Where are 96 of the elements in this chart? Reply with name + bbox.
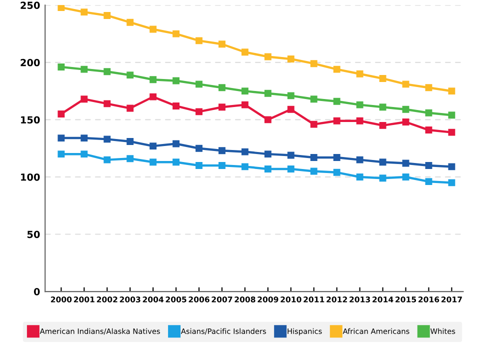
point — [218, 104, 226, 111]
y-tick-label: 100 — [21, 173, 40, 181]
point — [287, 56, 294, 62]
point — [104, 100, 111, 108]
y-tick-label: 150 — [21, 116, 40, 124]
point — [196, 108, 202, 116]
point — [80, 134, 88, 142]
point — [333, 66, 340, 73]
point — [425, 162, 432, 170]
point — [218, 147, 226, 154]
point — [196, 80, 202, 88]
point — [402, 80, 410, 88]
point — [241, 48, 248, 56]
point — [287, 165, 294, 172]
point — [58, 150, 65, 158]
point — [379, 158, 386, 166]
point — [379, 122, 386, 129]
point — [241, 148, 248, 156]
point — [425, 126, 432, 134]
point — [379, 174, 386, 182]
point — [356, 70, 364, 78]
point — [402, 174, 410, 180]
point — [172, 158, 180, 166]
point — [333, 117, 340, 124]
point — [172, 77, 180, 84]
point — [241, 101, 248, 108]
point — [241, 163, 248, 170]
point — [264, 150, 272, 158]
point — [264, 165, 272, 172]
point — [310, 120, 318, 128]
point — [310, 60, 318, 68]
point — [379, 104, 386, 111]
point — [126, 104, 134, 112]
point — [58, 64, 65, 70]
point — [356, 174, 364, 180]
point — [150, 93, 157, 100]
point — [448, 88, 456, 95]
point — [104, 136, 111, 143]
point — [80, 150, 88, 158]
point — [287, 92, 294, 100]
point — [310, 154, 318, 161]
point — [287, 106, 294, 113]
y-tick-label: 200 — [20, 58, 40, 66]
point — [80, 96, 88, 103]
point — [356, 117, 364, 124]
point — [126, 138, 134, 145]
point — [425, 109, 432, 116]
point — [80, 66, 88, 73]
point — [402, 106, 410, 113]
point — [379, 75, 386, 82]
point — [150, 158, 157, 166]
point — [448, 112, 456, 119]
point — [150, 76, 157, 84]
point — [264, 53, 272, 60]
point — [241, 88, 248, 95]
point — [126, 72, 134, 79]
point — [425, 178, 432, 186]
point — [126, 155, 134, 162]
point — [196, 162, 202, 170]
point — [104, 12, 111, 19]
point — [448, 179, 456, 186]
point — [104, 68, 111, 76]
point — [104, 156, 111, 164]
point — [150, 26, 157, 33]
point — [264, 116, 272, 124]
point — [172, 140, 180, 148]
point — [80, 8, 88, 16]
point — [196, 37, 202, 44]
point — [126, 18, 134, 26]
point — [356, 156, 364, 164]
point — [356, 101, 364, 108]
point — [264, 90, 272, 97]
point — [310, 96, 318, 103]
point — [402, 160, 410, 167]
point — [150, 142, 157, 150]
point — [218, 162, 226, 170]
point — [58, 110, 65, 118]
point — [218, 40, 226, 48]
point — [448, 128, 456, 136]
point — [172, 30, 180, 38]
point — [218, 84, 226, 92]
point — [58, 134, 65, 142]
point — [402, 118, 410, 126]
y-tick-label: 0 — [34, 288, 40, 296]
point — [333, 154, 340, 161]
point — [333, 168, 340, 176]
point — [196, 144, 202, 152]
point — [287, 152, 294, 159]
point — [333, 98, 340, 105]
point — [58, 5, 65, 11]
point — [425, 84, 432, 92]
y-tick-label: 50 — [27, 230, 40, 238]
point — [172, 102, 180, 110]
y-tick-label: 250 — [20, 2, 40, 10]
point — [310, 168, 318, 175]
point — [448, 163, 456, 170]
